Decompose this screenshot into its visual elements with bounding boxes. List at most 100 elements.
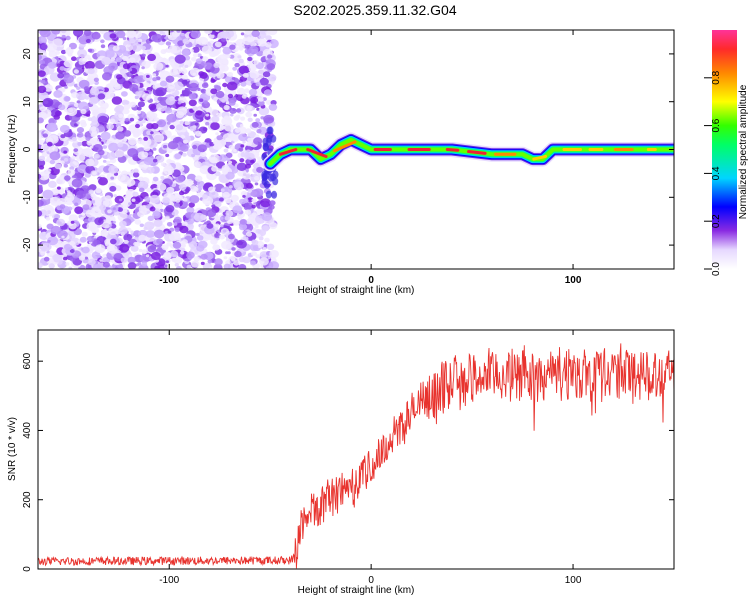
spectrogram-noise-cell bbox=[214, 41, 222, 48]
spectrogram-noise-cell bbox=[138, 234, 147, 242]
snr-panel: -100 0 100 0 200 400 600 Height of straight l… bbox=[7, 329, 675, 596]
spectrogram-noise-cell bbox=[220, 224, 224, 228]
spectrogram-noise-cell bbox=[244, 30, 252, 35]
spectrogram-noise-cell bbox=[118, 113, 124, 118]
spectrogram-noise-cell bbox=[233, 181, 245, 191]
spectrogram-noise-cell bbox=[130, 230, 134, 234]
spectrogram-noise-cell bbox=[211, 115, 220, 123]
spectrogram-noise-cell bbox=[180, 243, 186, 249]
spectrogram-noise-cell bbox=[152, 176, 159, 182]
spectrogram-noise-cell bbox=[89, 145, 94, 149]
spectrogram-noise-cell bbox=[192, 144, 198, 150]
spectrogram-noise-cell bbox=[221, 37, 227, 42]
spectrogram-noise-cell bbox=[204, 115, 211, 120]
spectrogram-noise-cell bbox=[230, 194, 239, 202]
spectrogram-noise-cell bbox=[38, 158, 46, 168]
snr-frame bbox=[37, 329, 675, 570]
spectrogram-noise-cell bbox=[93, 77, 99, 83]
spectrogram-noise-cell bbox=[268, 222, 278, 230]
spectrogram-noise-cell bbox=[110, 57, 116, 62]
spectrogram-noise-cell bbox=[250, 96, 259, 104]
spectrogram-noise-cell bbox=[108, 165, 119, 174]
spectrogram-noise-cell bbox=[119, 68, 128, 75]
spectrogram-noise-cell bbox=[114, 107, 121, 113]
spectrogram-noise-cell bbox=[213, 62, 220, 68]
spectrogram-noise-cell bbox=[71, 155, 76, 160]
spectrogram-noise-cell bbox=[226, 54, 231, 59]
spectrogram-noise-cell bbox=[245, 231, 253, 237]
spectrogram-noise-cell bbox=[251, 212, 257, 217]
spectrogram-noise-cell bbox=[105, 49, 115, 58]
spectrogram-noise-cell bbox=[178, 183, 187, 191]
spectrogram-noise-cell bbox=[246, 63, 258, 72]
spectrogram-noise-cell bbox=[52, 253, 63, 263]
spectrogram-noise-cell bbox=[166, 222, 173, 227]
spectrogram-noise-cell bbox=[209, 156, 218, 164]
spectrogram-noise-cell bbox=[64, 85, 68, 89]
spectrogram-noise-cell bbox=[176, 106, 188, 116]
spectrogram-noise-cell bbox=[90, 200, 96, 204]
spectrogram-noise-cell bbox=[63, 158, 69, 162]
spectrogram-noise-cell bbox=[65, 47, 74, 55]
spectrogram-noise-cell bbox=[48, 263, 55, 269]
spectrogram-noise-cell bbox=[56, 176, 66, 185]
spectrogram-x-axis-label: Height of straight line (km) bbox=[298, 285, 415, 296]
spectrogram-noise-cell bbox=[109, 185, 117, 192]
spectrogram-noise-cell bbox=[124, 44, 134, 52]
spectrogram-noise-cell bbox=[63, 95, 71, 102]
spectrogram-noise-cell bbox=[99, 259, 103, 262]
spectrogram-noise-cell bbox=[231, 135, 240, 142]
spectrogram-noise-cell bbox=[73, 102, 80, 108]
spectrogram-noise-cell bbox=[199, 98, 204, 102]
spectrogram-noise-cell bbox=[153, 158, 158, 163]
spectrogram-noise-cell bbox=[129, 101, 137, 108]
spectrogram-noise-cell bbox=[60, 134, 66, 139]
spectrogram-noise-cell bbox=[196, 180, 205, 187]
spectrogram-noise-cell bbox=[166, 121, 171, 125]
spectrogram-noise-cell bbox=[48, 180, 57, 188]
spectrogram-noise-cell bbox=[255, 254, 261, 259]
spectrogram-noise-cell bbox=[256, 166, 264, 173]
spectrogram-noise-cell bbox=[219, 234, 226, 240]
spectrogram-noise-cell bbox=[220, 188, 225, 192]
spectrogram-noise-cell bbox=[76, 190, 86, 199]
spectrogram-noise-cell bbox=[162, 197, 170, 204]
spectrogram-noise-cell bbox=[128, 68, 133, 72]
spectrogram-noise-cell bbox=[141, 53, 146, 58]
spectrogram-noise-cell bbox=[239, 198, 246, 205]
spectrogram-noise-cell bbox=[110, 176, 115, 180]
spectrogram-noise-cell bbox=[53, 90, 63, 98]
spectrogram-noise-cell bbox=[214, 85, 221, 91]
spectrogram-noise-cell bbox=[104, 238, 112, 245]
spectrogram-noise-cell bbox=[38, 155, 46, 161]
spectrogram-noise-cell bbox=[263, 89, 272, 96]
spectrogram-noise-cell bbox=[173, 222, 178, 226]
spectrogram-noise-cell bbox=[181, 74, 188, 80]
spectrogram-noise-cell bbox=[57, 72, 64, 79]
spectrogram-noise-cell bbox=[268, 103, 278, 111]
spectrogram-noise-cell bbox=[111, 96, 123, 105]
spectrogram-noise-cell bbox=[239, 124, 244, 127]
spectrogram-noise-cell bbox=[180, 145, 189, 152]
spectrogram-noise-cell bbox=[238, 147, 244, 152]
spectrogram-noise-cell bbox=[251, 30, 260, 38]
spectrogram-noise-cell bbox=[251, 239, 259, 246]
spectrogram-noise-cell bbox=[200, 61, 207, 66]
spectrogram-noise-cell bbox=[118, 226, 128, 235]
spectrogram-noise-cell bbox=[134, 115, 140, 120]
spectrogram-noise-cell bbox=[200, 253, 208, 260]
colorbar-label: Normalized spectral amplitude bbox=[738, 84, 749, 219]
spectrogram-noise-cell bbox=[222, 46, 232, 55]
spectrogram-noise-cell bbox=[189, 67, 201, 77]
spectrogram-noise-cell bbox=[108, 62, 118, 71]
spectrogram-noise-cell bbox=[42, 97, 54, 107]
spectrogram-noise-cell bbox=[233, 260, 240, 266]
spectrogram-noise-cell bbox=[228, 160, 233, 164]
spectrogram-noise-cell bbox=[99, 193, 104, 196]
spectrogram-noise-cell bbox=[115, 131, 125, 140]
spectrogram-noise-cell bbox=[126, 178, 136, 187]
spectrogram-noise-cell bbox=[106, 123, 114, 130]
spectrogram-noise-cell bbox=[254, 225, 259, 229]
x-tick-label: 0 bbox=[368, 575, 374, 586]
spectrogram-noise-cell bbox=[193, 161, 202, 168]
